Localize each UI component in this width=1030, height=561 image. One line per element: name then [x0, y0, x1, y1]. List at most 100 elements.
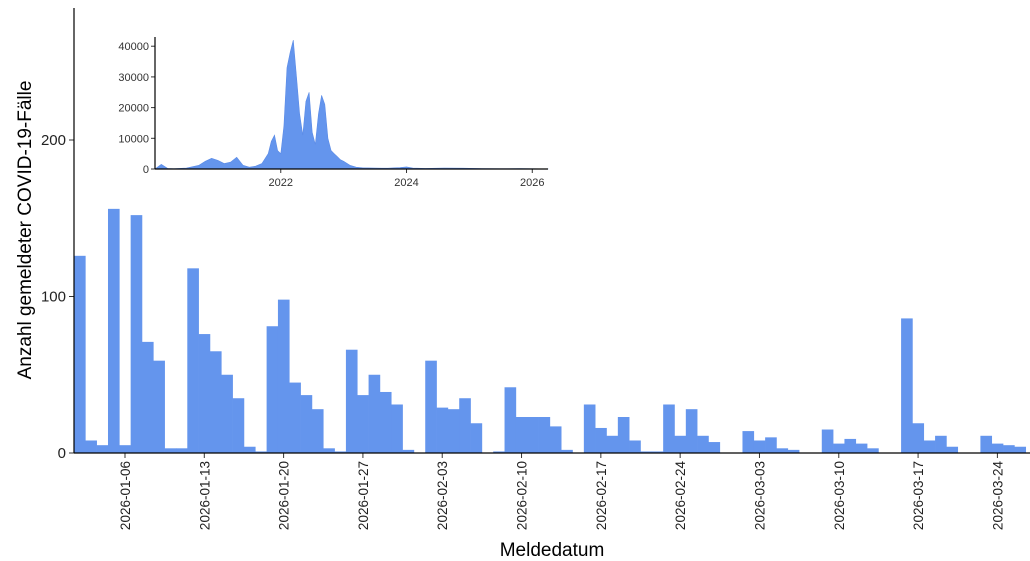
x-tick-label: 2026-02-10: [515, 461, 530, 530]
inset-y-tick-label: 30000: [118, 72, 149, 84]
x-tick-label: 2026-01-27: [356, 461, 371, 530]
bar: [561, 449, 573, 453]
bar: [345, 349, 358, 453]
bar: [141, 341, 154, 453]
bar: [583, 404, 596, 453]
bar: [991, 443, 1004, 453]
bar: [776, 448, 789, 453]
bar: [209, 351, 222, 453]
inset-y-tick-label: 40000: [118, 41, 149, 53]
bar: [289, 382, 301, 453]
bar: [912, 423, 925, 453]
bar: [901, 318, 913, 453]
inset-x-tick-label: 2026: [520, 177, 544, 189]
x-axis-title: Meldedatum: [500, 540, 605, 561]
bar: [685, 409, 698, 453]
bar: [549, 426, 562, 453]
bar: [368, 374, 381, 453]
bar: [606, 435, 619, 453]
bar: [651, 451, 664, 453]
bar: [493, 451, 505, 453]
y-tick-label: 0: [58, 445, 66, 462]
inset-y-axis-ticks: 0 10000 20000 30000 40000: [118, 41, 155, 176]
bar: [425, 360, 437, 453]
bar: [232, 398, 245, 453]
bar: [617, 417, 630, 453]
bar: [323, 448, 335, 453]
bar: [821, 429, 834, 453]
bar: [391, 404, 403, 453]
bar: [595, 427, 607, 453]
bar: [107, 208, 120, 453]
x-tick-label: 2026-02-03: [435, 461, 450, 530]
y-tick-label: 100: [41, 289, 66, 306]
bar: [708, 442, 721, 453]
bar: [470, 423, 483, 453]
bar: [833, 443, 845, 453]
inset-chart: 0 10000 20000 30000 40000 2022 2024 2026: [118, 30, 555, 190]
bar: [187, 268, 199, 453]
bar: [504, 387, 517, 453]
bar: [855, 443, 868, 453]
bar: [198, 334, 211, 453]
bar: [742, 431, 755, 453]
bar: [96, 445, 109, 453]
bar: [674, 435, 687, 453]
bar: [1003, 445, 1015, 453]
bar: [221, 374, 233, 453]
x-tick-label: 2026-01-20: [277, 461, 292, 530]
bar: [74, 255, 86, 453]
bar: [379, 391, 392, 453]
bar: [946, 446, 959, 453]
bar: [753, 440, 766, 453]
bar: [787, 449, 800, 453]
main-bar-series: [74, 208, 1027, 453]
bar: [255, 451, 267, 453]
inset-y-tick-label: 0: [143, 164, 149, 176]
x-tick-label: 2026-03-17: [911, 461, 926, 530]
inset-x-tick-label: 2022: [269, 177, 293, 189]
bar: [130, 215, 143, 453]
bar: [300, 395, 313, 453]
x-tick-label: 2026-03-10: [832, 461, 847, 530]
y-axis-title: Anzahl gemeldeter COVID-19-Fälle: [15, 81, 36, 380]
bar: [527, 417, 539, 453]
bar: [266, 326, 279, 453]
bar: [85, 440, 97, 453]
x-tick-label: 2026-03-03: [752, 461, 767, 530]
bar: [311, 409, 324, 453]
bar: [640, 451, 653, 453]
main-y-axis-ticks: 0 100 200: [41, 132, 74, 462]
bar: [980, 435, 993, 453]
bar: [334, 451, 347, 453]
x-tick-label: 2026-03-24: [990, 461, 1005, 531]
bar: [164, 448, 177, 453]
bar: [697, 435, 709, 453]
bar: [119, 445, 131, 453]
inset-area-series: [154, 40, 549, 170]
bar: [357, 395, 369, 453]
x-tick-label: 2026-01-13: [197, 461, 212, 530]
bar: [663, 404, 675, 453]
bar: [459, 398, 471, 453]
bar: [765, 437, 777, 453]
x-tick-label: 2026-02-17: [594, 461, 609, 530]
bar: [844, 438, 857, 453]
bar: [867, 448, 879, 453]
x-tick-label: 2026-02-24: [673, 461, 688, 531]
bar: [1014, 446, 1027, 453]
main-x-axis-ticks: 2026-01-06 2026-01-13 2026-01-20 2026-01-27…: [118, 453, 1005, 530]
inset-x-axis-ticks: 2022 2024 2026: [269, 169, 545, 189]
bar: [515, 417, 528, 453]
bar: [935, 435, 947, 453]
bar: [436, 407, 449, 453]
bar: [153, 360, 165, 453]
y-tick-label: 200: [41, 132, 66, 149]
bar: [243, 446, 256, 453]
x-tick-label: 2026-01-06: [118, 461, 133, 530]
inset-y-tick-label: 20000: [118, 103, 149, 115]
bar: [629, 440, 641, 453]
inset-x-tick-label: 2024: [394, 177, 418, 189]
inset-y-tick-label: 10000: [118, 133, 149, 145]
